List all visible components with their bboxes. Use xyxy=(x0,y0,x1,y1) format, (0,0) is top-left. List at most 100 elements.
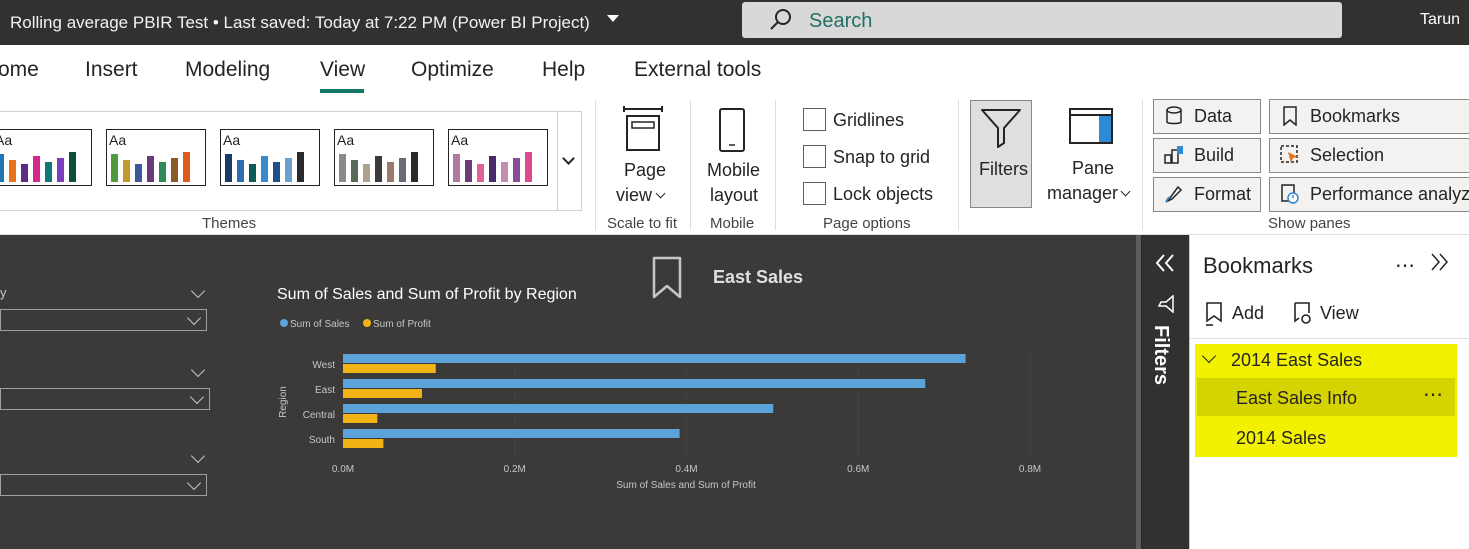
gridlines-label: Gridlines xyxy=(833,110,905,130)
theme-color-swatch xyxy=(249,164,256,182)
snap-to-grid-checkbox[interactable] xyxy=(803,145,826,168)
pane-manager-label: Pane xyxy=(1072,158,1115,178)
bookmarks-pane-button[interactable]: Bookmarks xyxy=(1269,99,1469,134)
theme-color-swatch xyxy=(183,152,190,182)
view-bookmark-button[interactable]: View xyxy=(1320,303,1359,323)
collapse-chevrons-icon[interactable] xyxy=(1430,253,1450,271)
ribbon: Aa Aa Aa Aa Aa Themes Page view Scale to fit… xyxy=(0,98,1469,235)
selection-pane-button[interactable]: Selection xyxy=(1269,138,1469,173)
bookmark-visual-label[interactable]: East Sales xyxy=(713,267,804,287)
more-options-icon[interactable]: ⋯ xyxy=(1395,255,1416,277)
tab-modeling[interactable]: Modeling xyxy=(185,58,271,81)
filter-icon xyxy=(1157,295,1174,313)
slicer-header-chevron-icon[interactable] xyxy=(190,362,206,378)
theme-thumbnail-text: Aa xyxy=(223,132,241,148)
format-pane-label: Format xyxy=(1194,184,1252,204)
bar-chart[interactable]: Sum of Sales Sum of Profit 0.0M 0.2M 0.4M 0.6… xyxy=(270,310,1070,500)
user-name[interactable]: Tarun xyxy=(1420,11,1461,28)
chart-bar xyxy=(343,414,378,423)
data-pane-button[interactable]: Data xyxy=(1153,99,1261,134)
mobile-layout-label: Mobile xyxy=(707,160,761,180)
theme-thumbnail[interactable]: Aa xyxy=(334,129,434,186)
themes-gallery: Aa Aa Aa Aa Aa xyxy=(0,111,582,211)
theme-thumbnail[interactable]: Aa xyxy=(0,129,92,186)
tab-external-tools[interactable]: External tools xyxy=(634,58,762,81)
ribbon-divider xyxy=(595,100,596,230)
y-tick-label: Central xyxy=(303,410,335,421)
performance-icon xyxy=(1281,184,1299,204)
bookmark-item[interactable]: East Sales Info ⋯ xyxy=(1197,378,1455,416)
filters-pane-collapsed[interactable] xyxy=(1141,235,1189,549)
page-view-label-2: view xyxy=(616,185,653,205)
title-dropdown-icon[interactable] xyxy=(607,15,619,22)
tab-insert[interactable]: Insert xyxy=(85,58,138,81)
theme-color-swatch xyxy=(489,156,496,182)
theme-color-swatch xyxy=(21,164,28,182)
slicer-header-chevron-icon[interactable] xyxy=(190,283,206,299)
x-tick-label: 0.2M xyxy=(504,464,526,475)
canvas-scrollbar[interactable] xyxy=(1136,235,1141,549)
divider xyxy=(1190,338,1469,339)
bookmarks-pane-title: Bookmarks xyxy=(1203,253,1314,278)
performance-analyzer-label: Performance analyzer xyxy=(1310,184,1469,204)
theme-color-swatch xyxy=(285,158,292,182)
y-axis-title: Region xyxy=(278,386,289,418)
theme-color-swatch xyxy=(453,154,460,182)
tab-optimize[interactable]: Optimize xyxy=(411,58,494,81)
theme-thumbnail[interactable]: Aa xyxy=(220,129,320,186)
slicer-dropdown[interactable] xyxy=(0,309,207,331)
lock-objects-checkbox[interactable] xyxy=(803,182,826,205)
performance-analyzer-button[interactable]: Performance analyzer xyxy=(1269,177,1469,212)
chevron-down-icon xyxy=(189,389,205,405)
slicer-dropdown[interactable] xyxy=(0,388,210,410)
theme-color-swatch xyxy=(45,162,52,182)
themes-expand-button[interactable] xyxy=(557,112,580,210)
bookmark-group[interactable]: 2014 East Sales East Sales Info ⋯ 2014 S… xyxy=(1195,344,1457,457)
theme-thumbnail[interactable]: Aa xyxy=(448,129,548,186)
x-tick-label: 0.4M xyxy=(675,464,697,475)
tab-home[interactable]: ome xyxy=(0,58,39,81)
active-tab-indicator xyxy=(320,89,364,93)
title-bar: Rolling average PBIR Test • Last saved: … xyxy=(0,0,1469,45)
build-pane-button[interactable]: Build xyxy=(1153,138,1261,173)
chart-bar xyxy=(343,389,423,398)
filters-pane-label[interactable]: Filters xyxy=(1150,325,1172,386)
chevron-down-icon xyxy=(186,475,202,491)
paintbrush-icon xyxy=(1165,185,1183,203)
slicer-dropdown[interactable] xyxy=(0,474,207,496)
search-box[interactable]: Search xyxy=(742,2,1342,38)
chevron-down-icon[interactable] xyxy=(1201,348,1217,364)
expand-chevrons-icon[interactable] xyxy=(1154,253,1176,273)
document-title[interactable]: Rolling average PBIR Test • Last saved: … xyxy=(10,13,590,32)
filter-icon xyxy=(981,109,1021,148)
bookmark-item[interactable]: 2014 Sales xyxy=(1236,428,1327,448)
theme-color-swatch xyxy=(477,164,484,182)
theme-color-swatch xyxy=(111,154,118,182)
slicer-header-chevron-icon[interactable] xyxy=(190,448,206,464)
bookmark-icon[interactable] xyxy=(651,256,683,300)
theme-color-swatch xyxy=(0,154,4,182)
pane-manager-button[interactable]: Pane manager xyxy=(1040,100,1135,210)
more-options-icon[interactable]: ⋯ xyxy=(1423,384,1443,406)
chart-title: Sum of Sales and Sum of Profit by Region xyxy=(277,286,577,303)
page-view-button[interactable]: Page view xyxy=(603,100,683,210)
mobile-layout-button[interactable]: Mobile layout xyxy=(700,100,768,210)
add-bookmark-button[interactable]: Add xyxy=(1232,303,1265,323)
theme-color-swatch xyxy=(411,152,418,182)
theme-thumbnail[interactable]: Aa xyxy=(106,129,206,186)
chart-bar xyxy=(343,354,966,363)
y-tick-label: East xyxy=(315,385,335,396)
ribbon-divider xyxy=(958,100,959,230)
ribbon-divider xyxy=(1142,100,1143,230)
gridlines-checkbox[interactable] xyxy=(803,108,826,131)
tab-view[interactable]: View xyxy=(320,58,366,81)
theme-color-swatch xyxy=(501,162,508,182)
format-pane-button[interactable]: Format xyxy=(1153,177,1261,212)
page-view-label: Page xyxy=(624,160,667,180)
bookmark-icon xyxy=(1283,106,1297,126)
filters-pane-button[interactable]: Filters xyxy=(970,100,1032,208)
snap-to-grid-label: Snap to grid xyxy=(833,147,931,167)
theme-color-swatch xyxy=(513,158,520,182)
ribbon-tabs: ome Insert Modeling View Optimize Help E… xyxy=(0,45,1469,98)
tab-help[interactable]: Help xyxy=(542,58,586,81)
